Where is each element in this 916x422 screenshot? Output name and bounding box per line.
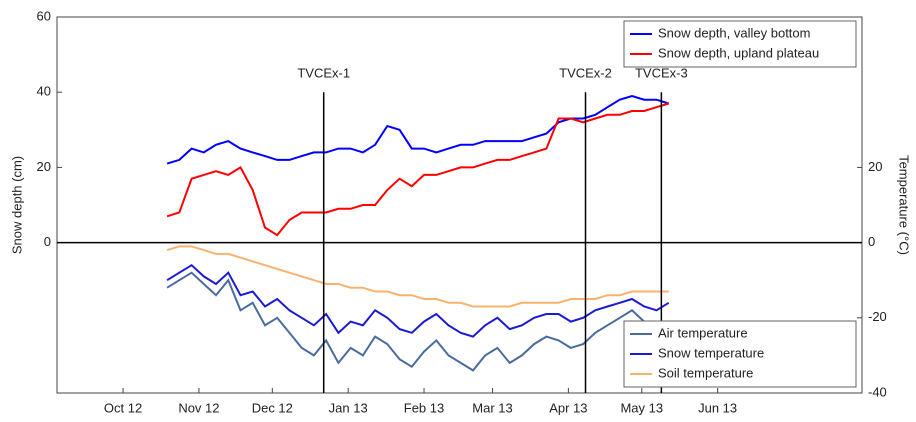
x-tick-label: Jan 13 <box>329 400 368 415</box>
event-label: TVCEx-1 <box>297 66 350 81</box>
y2-tick-label: -40 <box>868 384 887 399</box>
legend-box <box>623 320 857 388</box>
x-tick-label: Jun 13 <box>698 400 737 415</box>
y2-tick-label: 0 <box>868 234 875 249</box>
x-tick-label: Apr 13 <box>549 400 587 415</box>
legend-label: Snow temperature <box>658 345 764 360</box>
y-tick-label: 60 <box>37 8 51 23</box>
series-line <box>166 271 669 372</box>
y-axis-label: Snow depth (cm) <box>9 156 24 254</box>
legend-label: Soil temperature <box>658 365 753 380</box>
legend-box <box>623 20 857 68</box>
x-tick-label: Mar 13 <box>472 400 512 415</box>
series-line <box>166 94 669 165</box>
x-tick-label: Oct 12 <box>104 400 142 415</box>
series-line <box>166 263 670 338</box>
x-tick-label: Feb 13 <box>404 400 444 415</box>
event-label: TVCEx-2 <box>559 66 612 81</box>
y-tick-label: 20 <box>37 159 51 174</box>
y2-axis-label: Temperature (°C) <box>897 155 912 255</box>
x-tick-label: May 13 <box>620 400 663 415</box>
y-tick-label: 0 <box>44 234 51 249</box>
x-tick-label: Nov 12 <box>178 400 219 415</box>
series-line <box>166 245 669 308</box>
legend-label: Snow depth, upland plateau <box>658 45 819 60</box>
event-label: TVCEx-3 <box>635 66 688 81</box>
x-tick-label: Dec 12 <box>252 400 293 415</box>
y-tick-label: 40 <box>37 84 51 99</box>
plot-frame <box>56 16 863 394</box>
legend-label: Air temperature <box>658 325 748 340</box>
series-line <box>166 102 669 237</box>
y2-tick-label: -20 <box>868 309 887 324</box>
y2-tick-label: 20 <box>868 159 882 174</box>
legend-label: Snow depth, valley bottom <box>658 25 810 40</box>
